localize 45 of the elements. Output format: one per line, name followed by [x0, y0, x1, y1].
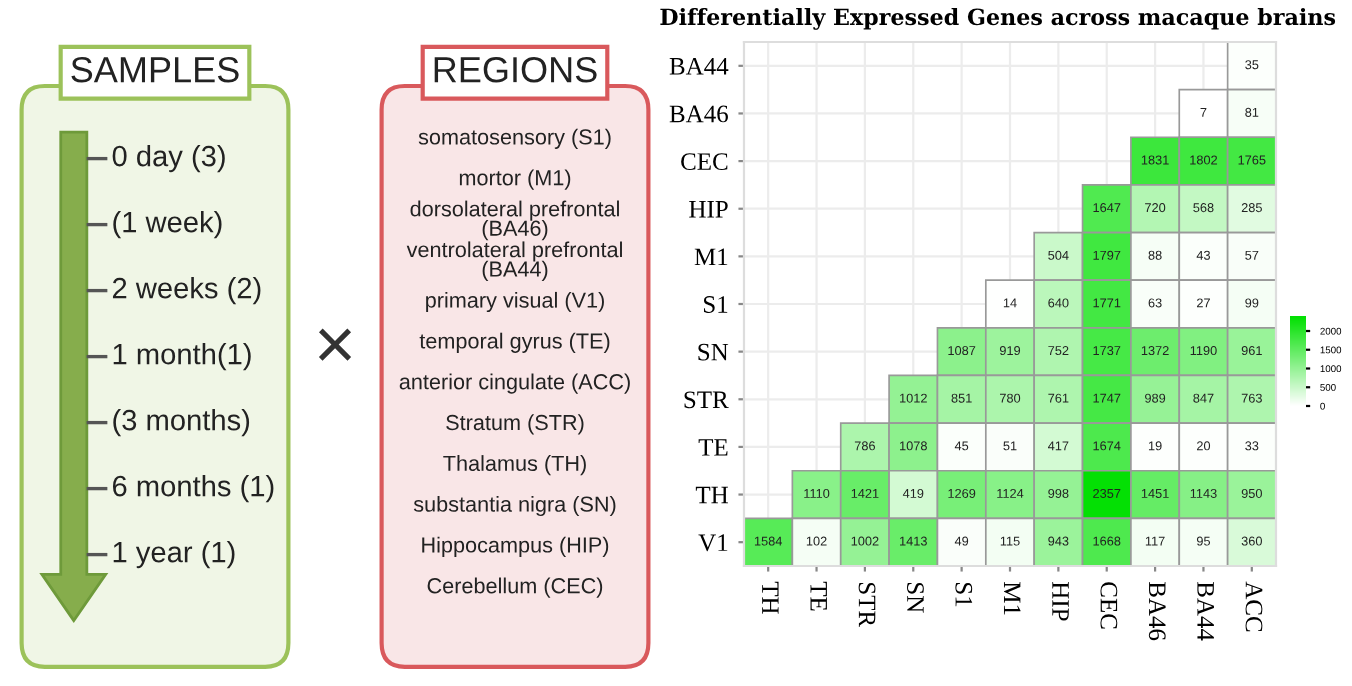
text: Hippocampus (HIP) [422, 536, 609, 557]
x-tick-label: S1 [955, 582, 973, 607]
text: mortor (M1) [459, 169, 571, 190]
text: 6 months (1) [112, 475, 274, 503]
x-tick-label: STR [858, 582, 876, 628]
y-tick-label: TE [698, 439, 728, 456]
y-tick-label: CEC [681, 153, 728, 171]
y-tick-label: BA44 [669, 57, 729, 75]
y-tick-label: V1 [698, 534, 728, 552]
x-tick-label: BA44 [1197, 582, 1214, 641]
x-tick-label: SN [907, 582, 924, 613]
text: Thalamus (TH) [443, 455, 586, 476]
x-tick-label: HIP [1052, 582, 1069, 621]
text: × [318, 328, 352, 361]
y-tick-label: TH [695, 486, 728, 504]
x-tick-label: TH [762, 581, 779, 614]
x-tick-label: ACC [1245, 581, 1263, 632]
x-tick-label: TE [810, 581, 827, 611]
text: somatosensory (S1) [418, 128, 611, 149]
x-tick-label: BA46 [1148, 582, 1166, 641]
y-tick-label: M1 [694, 248, 728, 266]
text: primary visual (V1) [426, 291, 604, 313]
text: 2 weeks (2) [112, 277, 261, 305]
text: dorsolateral prefrontal (BA46) [410, 200, 619, 241]
text: (1 week) [113, 211, 222, 239]
x-tick-label: M1 [1003, 582, 1021, 615]
x-tick-label: CEC [1100, 582, 1118, 629]
y-tick-label: BA46 [669, 105, 728, 123]
y-tick-label: STR [684, 391, 729, 409]
text: substantia nigra (SN) [413, 495, 616, 517]
text: temporal gyrus (TE) [419, 332, 610, 353]
text: 0 day (3) [112, 145, 225, 173]
y-tick-label: S1 [703, 296, 728, 313]
y-tick-label: SN [698, 343, 729, 361]
text: (3 months) [113, 409, 250, 437]
y-tick-label: HIP [689, 201, 728, 218]
text: REGIONS [434, 56, 597, 83]
text: 1 year (1) [113, 541, 235, 569]
text: ventrolateral prefrontal (BA44) [406, 241, 622, 281]
text: SAMPLES [71, 56, 239, 83]
text: 1 month(1) [113, 343, 251, 371]
text: Cerebellum (CEC) [427, 577, 603, 598]
chart-title: Differentially Expressed Genes across macaque brains [660, 8, 1336, 30]
text: Stratum (STR) [446, 414, 584, 435]
text: anterior cingulate (ACC) [399, 373, 630, 394]
